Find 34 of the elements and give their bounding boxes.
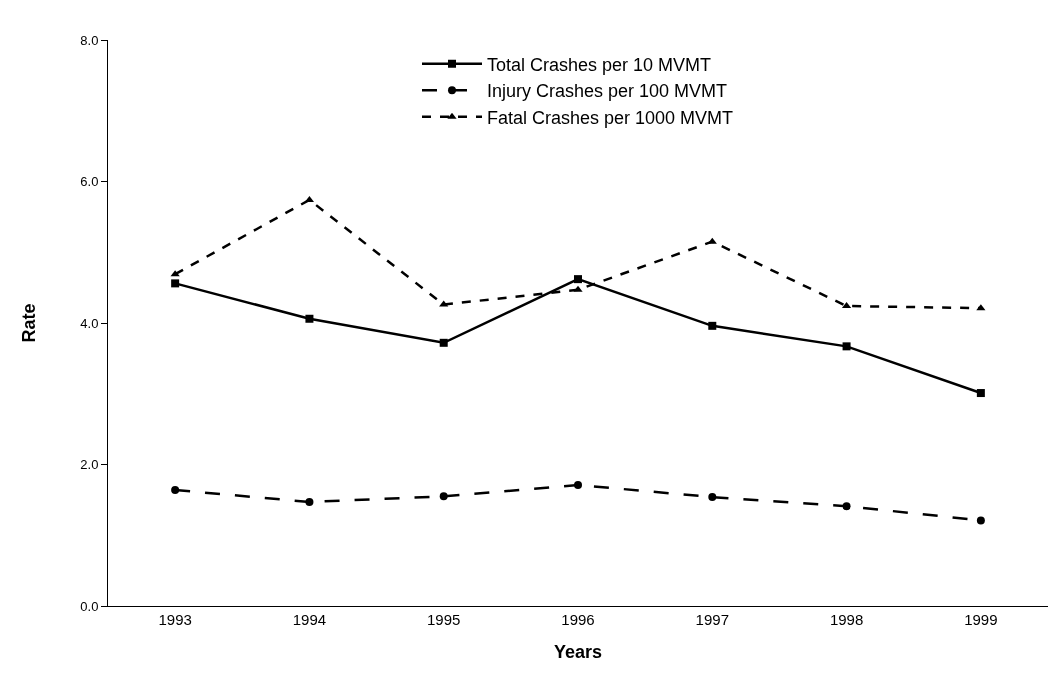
point [842,342,851,351]
x-tick-label: 1995 [427,611,461,628]
x-axis-title: Years [553,642,603,663]
point [439,300,449,307]
y-tick-label: 6.0 [80,174,99,190]
point [305,498,314,506]
point [573,285,583,292]
point [171,485,180,494]
point [574,481,582,490]
point [708,493,717,502]
point [439,338,448,347]
x-tick-label: 1999 [964,611,998,628]
y-axis-title: Rate [18,303,39,343]
x-tick-label: 1996 [561,611,595,628]
legend-label: Total Crashes per 10 MVMT [487,54,712,75]
y-tick-label: 0.0 [80,598,99,614]
point [976,516,985,525]
x-tick-label: 1997 [695,611,729,628]
point [305,314,314,323]
x-tick-label: 1994 [292,611,327,628]
y-tick-label: 2.0 [80,457,99,473]
legend-label: Fatal Crashes per 1000 MVMT [487,107,734,128]
point [574,275,582,284]
y-tick-label: 4.0 [80,315,99,331]
point [842,502,851,511]
y-tick-label: 8.0 [80,32,99,48]
x-tick-label: 1993 [158,611,192,628]
point [976,304,986,311]
x-tick-label: 1998 [829,611,864,628]
point [171,279,180,288]
point [976,389,985,398]
legend-label: Injury Crashes per 100 MVMT [487,81,728,102]
point [439,492,448,501]
point [708,321,717,330]
